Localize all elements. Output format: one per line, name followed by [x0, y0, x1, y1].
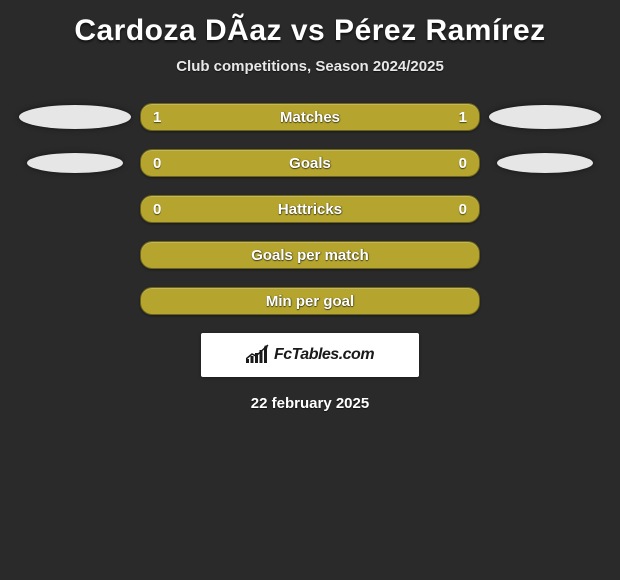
brand-label: FcTables.com	[274, 346, 374, 364]
date-label: 22 february 2025	[0, 389, 620, 418]
stat-row: Goals per match	[0, 241, 620, 269]
stat-left-value: 0	[153, 155, 161, 172]
stats-rows: 1 Matches 1 0 Goals 0 0 Hattricks 0 Goals per mat…	[0, 103, 620, 315]
stat-row: 1 Matches 1	[0, 103, 620, 131]
left-indicator	[10, 153, 140, 173]
stat-left-value: 1	[153, 109, 161, 126]
page-title: Cardoza DÃ­az vs Pérez Ramírez	[0, 8, 620, 58]
stat-label: Matches	[280, 109, 340, 126]
stat-bar: 0 Hattricks 0	[140, 195, 480, 223]
stat-row: Min per goal	[0, 287, 620, 315]
stat-right-value: 1	[459, 109, 467, 126]
right-indicator	[480, 153, 610, 173]
right-indicator	[480, 105, 610, 129]
stat-row: 0 Hattricks 0	[0, 195, 620, 223]
brand-box[interactable]: FcTables.com	[201, 333, 419, 377]
comparison-widget: Cardoza DÃ­az vs Pérez Ramírez Club comp…	[0, 0, 620, 418]
stat-label: Goals per match	[251, 247, 369, 264]
stat-right-value: 0	[459, 155, 467, 172]
stat-bar: 0 Goals 0	[140, 149, 480, 177]
ellipse-icon	[27, 153, 123, 173]
brand-bars-icon	[246, 343, 270, 368]
stat-bar: Goals per match	[140, 241, 480, 269]
stat-right-value: 0	[459, 201, 467, 218]
stat-left-value: 0	[153, 201, 161, 218]
stat-label: Hattricks	[278, 201, 342, 218]
stat-label: Min per goal	[266, 293, 354, 310]
stat-bar: Min per goal	[140, 287, 480, 315]
ellipse-icon	[497, 153, 593, 173]
subtitle: Club competitions, Season 2024/2025	[0, 58, 620, 103]
stat-label: Goals	[289, 155, 331, 172]
stat-bar: 1 Matches 1	[140, 103, 480, 131]
stat-row: 0 Goals 0	[0, 149, 620, 177]
ellipse-icon	[19, 105, 131, 129]
left-indicator	[10, 105, 140, 129]
ellipse-icon	[489, 105, 601, 129]
